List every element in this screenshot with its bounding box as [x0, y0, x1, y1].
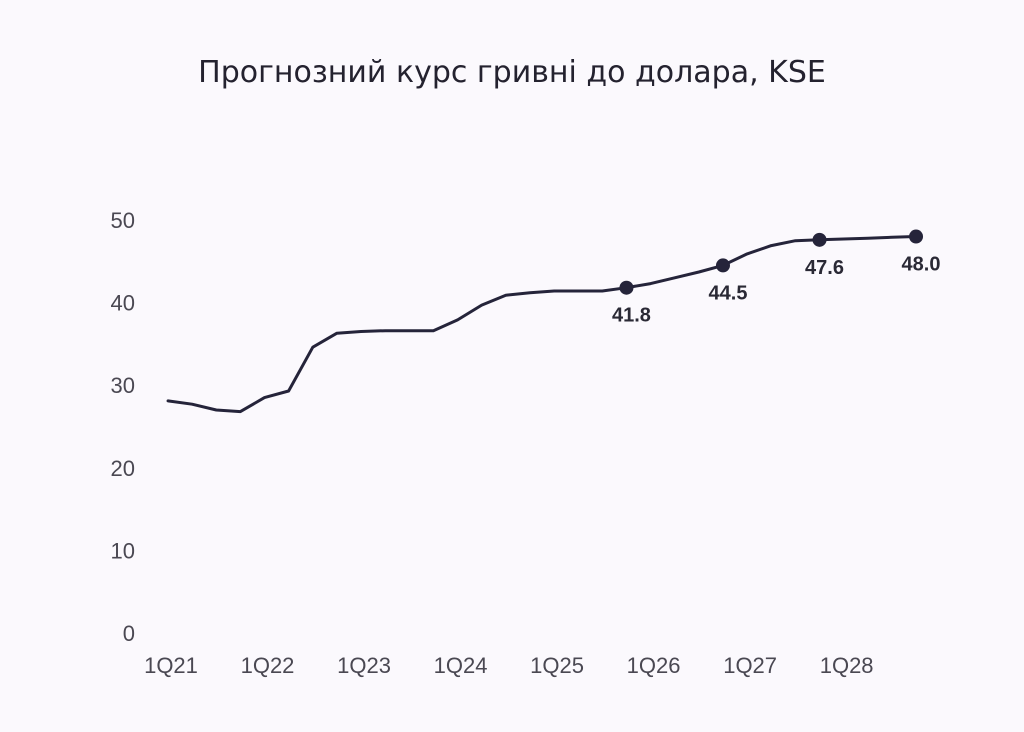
data-point-marker — [812, 232, 827, 247]
data-label: 48.0 — [902, 254, 941, 276]
y-tick-label: 10 — [111, 538, 135, 563]
x-tick-label: 1Q27 — [723, 653, 777, 678]
data-point-marker — [909, 229, 924, 244]
x-tick-label: 1Q28 — [820, 653, 874, 678]
data-point-marker — [619, 280, 634, 295]
data-label: 41.8 — [612, 305, 651, 327]
x-tick-label: 1Q22 — [241, 653, 295, 678]
x-tick-label: 1Q26 — [627, 653, 681, 678]
series-line — [166, 235, 918, 414]
y-tick-label: 30 — [111, 373, 135, 398]
y-axis: 0 10 20 30 40 50 — [111, 208, 135, 646]
y-tick-label: 40 — [111, 291, 135, 316]
x-tick-label: 1Q21 — [144, 653, 198, 678]
x-tick-label: 1Q24 — [434, 653, 488, 678]
x-tick-label: 1Q23 — [337, 653, 391, 678]
x-tick-label: 1Q25 — [530, 653, 584, 678]
data-point-marker — [715, 258, 730, 273]
x-axis: 1Q21 1Q22 1Q23 1Q24 1Q25 1Q26 1Q27 1Q28 — [144, 653, 873, 678]
chart-title: Прогнозний курс гривні до долара, KSE — [198, 55, 826, 90]
y-tick-label: 50 — [111, 208, 135, 233]
y-tick-label: 20 — [111, 456, 135, 481]
data-label: 47.6 — [805, 257, 844, 279]
data-markers: 41.8 44.5 47.6 48.0 — [612, 229, 941, 327]
y-tick-label: 0 — [123, 621, 135, 646]
data-label: 44.5 — [709, 282, 748, 304]
